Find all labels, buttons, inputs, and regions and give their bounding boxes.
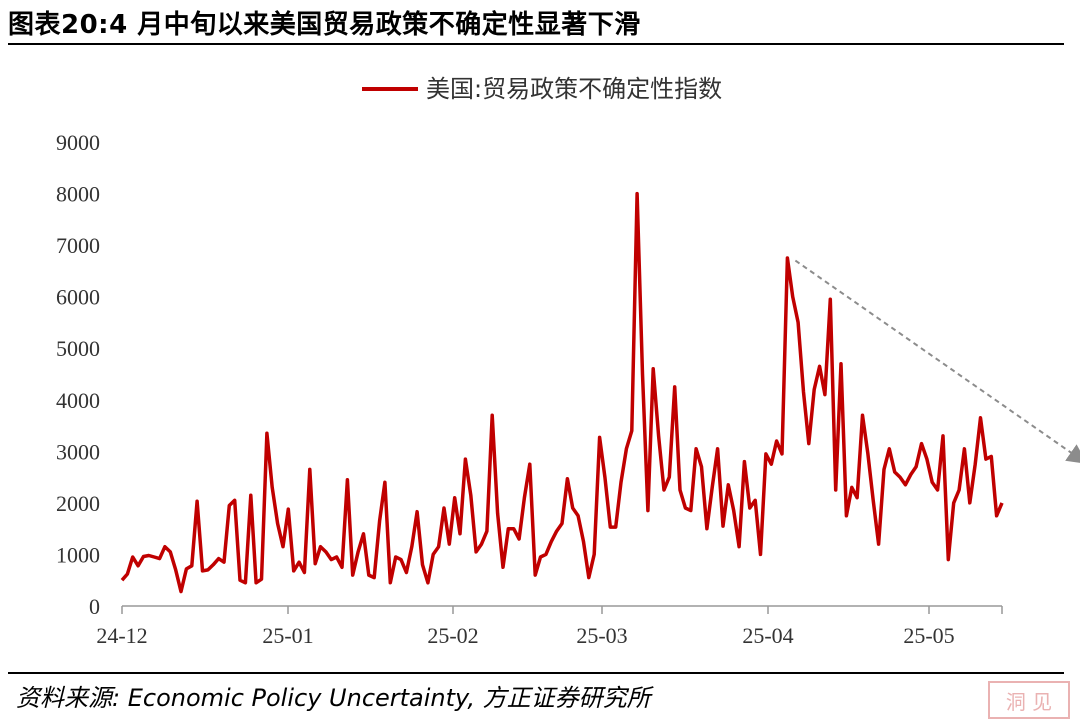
y-tick-label: 7000 [56,233,100,258]
legend-label: 美国:贸易政策不确定性指数 [426,75,722,103]
legend: 美国:贸易政策不确定性指数 [362,75,722,103]
x-tick-label: 25-01 [262,623,313,648]
source-divider [8,672,1064,674]
chart-title: 图表20:4 月中旬以来美国贸易政策不确定性显著下滑 [8,10,641,40]
y-tick-label: 4000 [56,388,100,413]
watermark-stamp: 洞 见 [988,681,1070,719]
x-tick-label: 25-04 [742,623,793,648]
y-tick-label: 9000 [56,130,100,155]
title-divider [8,43,1064,45]
y-tick-label: 6000 [56,285,100,310]
y-tick-label: 2000 [56,491,100,516]
x-tick-label: 25-02 [427,623,478,648]
x-tick-label: 24-12 [96,623,147,648]
y-tick-label: 0 [89,594,100,619]
y-tick-label: 5000 [56,336,100,361]
trend-arrow [794,259,1080,464]
x-tick-label: 25-05 [903,623,954,648]
y-tick-label: 8000 [56,182,100,207]
x-tick-label: 25-03 [576,623,627,648]
source-note: 资料来源: Economic Policy Uncertainty, 方正证券研… [16,684,651,712]
series-line [120,191,1004,594]
y-tick-label: 3000 [56,439,100,464]
y-tick-label: 1000 [56,542,100,567]
line-chart: 美国:贸易政策不确定性指数 0 1000 2000 3000 4000 5000 6000 70… [56,75,1080,648]
